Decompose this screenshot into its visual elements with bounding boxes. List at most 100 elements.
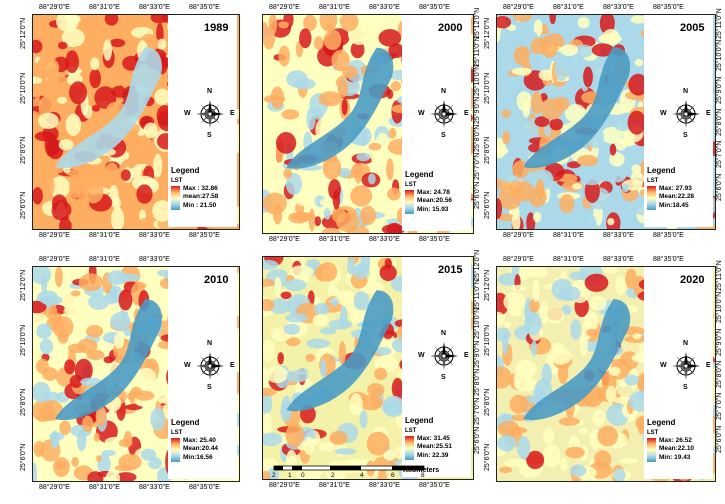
compass-w-label: W — [184, 110, 191, 117]
compass-w-label: W — [418, 352, 425, 359]
compass-n-label: N — [207, 88, 213, 95]
left-latitude-tick: 25°6'0"N — [484, 443, 491, 471]
bottom-longitude-tick: 88°29'0"E — [39, 232, 70, 239]
left-latitude-tick: 25°8'0"N — [20, 388, 27, 416]
map-panel-2015: 2015 N S W E Legend LST Max: 31.45 Mean:25.51 Mi… — [242, 249, 483, 504]
legend-lst-label: LST — [405, 182, 417, 188]
scale-label: 1 — [288, 472, 292, 479]
left-latitude-tick: 25°8'0"N — [20, 136, 27, 164]
legend-mean-value: Mean:25.51 — [417, 443, 453, 450]
scale-label: 4 — [360, 472, 364, 479]
top-longitude-tick: 88°35'0"E — [653, 4, 684, 11]
legend-title: Legend — [171, 418, 200, 427]
scale-unit-label: Kilometers — [403, 467, 440, 474]
right-latitude-tick: 25°11'0"N — [716, 8, 723, 39]
bottom-longitude-tick: 88°31'0"E — [319, 482, 350, 489]
legend-mean-value: Mean:22.10 — [659, 445, 695, 452]
compass-s-label: S — [683, 384, 688, 391]
top-longitude-tick: 88°33'0"E — [603, 256, 634, 263]
left-latitude-tick: 25°12'0"N — [484, 17, 491, 49]
bottom-longitude-tick: 88°35'0"E — [419, 482, 450, 489]
north-arrow-compass-icon — [424, 94, 464, 134]
legend-title: Legend — [647, 166, 676, 175]
left-latitude-tick: 25°8'0"N — [484, 136, 491, 164]
scale-label: 0 — [301, 472, 305, 479]
north-arrow-compass-icon — [666, 94, 706, 134]
bottom-longitude-tick: 88°33'0"E — [139, 232, 170, 239]
bottom-longitude-tick: 88°31'0"E — [89, 232, 120, 239]
legend-title: Legend — [405, 416, 434, 425]
legend-mean-value: mean:27.58 — [183, 193, 219, 200]
top-longitude-tick: 88°31'0"E — [89, 4, 120, 11]
right-latitude-tick: 25°9'0"N — [474, 96, 481, 124]
compass-s-label: S — [207, 384, 212, 391]
map-panel-2000: 2000 N S W E Legend LST Max: 24.78 Mean:20.56 Mi… — [242, 0, 483, 252]
bottom-longitude-tick: 88°33'0"E — [603, 232, 634, 239]
compass-e-label: E — [230, 362, 235, 369]
bottom-longitude-tick: 88°33'0"E — [369, 482, 400, 489]
legend-max-value: Max : 32.86 — [183, 185, 218, 192]
compass-n-label: N — [207, 340, 213, 347]
bottom-longitude-tick: 88°33'0"E — [369, 236, 400, 243]
top-longitude-tick: 88°35'0"E — [419, 4, 450, 11]
left-latitude-tick: 25°12'0"N — [20, 269, 27, 301]
right-latitude-tick: 25°9'0"N — [474, 340, 481, 368]
bottom-longitude-tick: 88°29'0"E — [269, 482, 300, 489]
left-latitude-tick: 25°12'0"N — [20, 17, 27, 49]
right-latitude-tick: 25°10'0"N — [474, 307, 481, 339]
legend-color-ramp — [405, 436, 414, 460]
north-arrow-compass-icon — [190, 346, 230, 386]
compass-n-label: N — [441, 88, 447, 95]
map-panel-2010: 2010 N S W E Legend LST Max: 25.40 Mean:20.44 Mi… — [0, 252, 241, 504]
legend-max-value: Max: 31.45 — [417, 435, 450, 442]
top-longitude-tick: 88°33'0"E — [369, 4, 400, 11]
top-longitude-tick: 88°29'0"E — [39, 256, 70, 263]
compass-n-label: N — [441, 330, 447, 337]
top-longitude-tick: 88°31'0"E — [89, 256, 120, 263]
legend-color-ramp — [647, 186, 656, 210]
compass-n-label: N — [683, 340, 689, 347]
right-latitude-tick: 25°10'0"N — [474, 64, 481, 96]
scale-bar: 2 1 0 2 4 6 8 Kilometers — [272, 464, 442, 484]
bottom-longitude-tick: 88°31'0"E — [89, 484, 120, 491]
legend-title: Legend — [171, 166, 200, 175]
left-latitude-tick: 25°10'0"N — [484, 324, 491, 356]
compass-s-label: S — [441, 132, 446, 139]
legend-min-value: Min:16.56 — [183, 454, 213, 461]
legend-title: Legend — [647, 418, 676, 427]
legend-lst-label: LST — [647, 430, 659, 436]
bottom-longitude-tick: 88°33'0"E — [139, 484, 170, 491]
scale-label: 8 — [421, 472, 425, 479]
right-latitude-tick: 25°7'0"N — [716, 141, 723, 169]
compass-w-label: W — [660, 110, 667, 117]
legend-max-value: Max: 25.40 — [183, 437, 216, 444]
legend-max-value: Max: 24.78 — [417, 189, 450, 196]
right-latitude-tick: 25°6'0"N — [474, 181, 481, 209]
left-latitude-tick: 25°10'0"N — [20, 324, 27, 356]
top-longitude-tick: 88°29'0"E — [503, 4, 534, 11]
top-longitude-tick: 88°31'0"E — [319, 4, 350, 11]
legend-min-value: Min : 21.50 — [183, 202, 217, 209]
compass-w-label: W — [660, 362, 667, 369]
year-label: 2000 — [438, 22, 463, 34]
legend-mean-value: Mean:20.56 — [417, 197, 453, 204]
bottom-longitude-tick: 88°35'0"E — [189, 484, 220, 491]
right-latitude-tick: 25°12'0"N — [474, 249, 481, 281]
top-longitude-tick: 88°29'0"E — [503, 256, 534, 263]
legend-max-value: Max: 26.52 — [659, 437, 692, 444]
right-latitude-tick: 25°7'0"N — [716, 393, 723, 421]
year-label: 1989 — [204, 22, 229, 34]
right-latitude-tick: 25°10'0"N — [716, 40, 723, 72]
compass-n-label: N — [683, 88, 689, 95]
left-latitude-tick: 25°10'0"N — [484, 72, 491, 104]
top-longitude-tick: 88°33'0"E — [603, 4, 634, 11]
legend-color-ramp — [171, 186, 180, 210]
left-latitude-tick: 25°6'0"N — [20, 443, 27, 471]
legend-min-value: Min: 15.93 — [417, 206, 449, 213]
compass-w-label: W — [418, 110, 425, 117]
compass-e-label: E — [464, 110, 469, 117]
legend-lst-label: LST — [647, 178, 659, 184]
scale-label: 2 — [331, 472, 335, 479]
map-panel-1989: 1989 N S W E Legend LST Max : 32.86 mean:27.58 M… — [0, 0, 241, 252]
legend-mean-value: Mean:22.28 — [659, 193, 695, 200]
